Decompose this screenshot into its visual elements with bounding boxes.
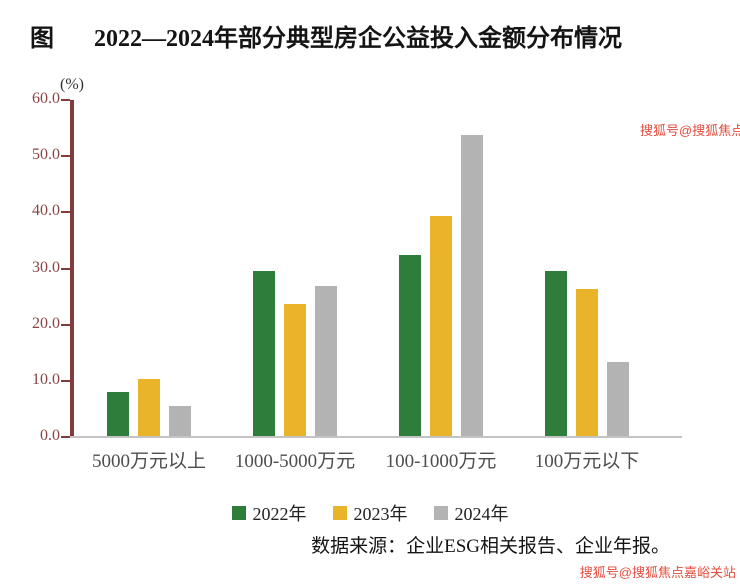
legend-label: 2022年 [252, 504, 307, 524]
chart-legend: 2022年 2023年 2024年 [0, 500, 740, 526]
x-axis-labels: 5000万元以上 1000-5000万元 100-1000万元 100万元以下 [76, 446, 660, 473]
bar-2024年 [315, 285, 337, 436]
y-axis-unit-label: (%) [60, 76, 84, 93]
bar-2023年 [284, 304, 306, 436]
bar-groups [76, 100, 660, 436]
legend-swatch-icon [231, 506, 246, 520]
bar-group [222, 100, 368, 436]
x-axis-label: 5000万元以上 [91, 451, 206, 472]
bar-group [514, 100, 660, 436]
bar-2022年 [107, 392, 129, 436]
legend-label: 2024年 [454, 504, 509, 524]
bar-group [76, 100, 222, 436]
x-axis-label: 100万元以下 [534, 451, 640, 472]
legend-item: 2022年 [231, 500, 307, 526]
x-axis-line [70, 436, 682, 438]
y-tick-mark [61, 379, 70, 382]
y-axis-line [70, 100, 74, 437]
y-tick-mark [61, 99, 70, 101]
chart-title-text: 2022—2024年部分典型房企公益投入金额分布情况 [94, 26, 622, 52]
bar-2022年 [253, 270, 275, 436]
bar-2023年 [430, 215, 452, 436]
legend-item: 2023年 [332, 500, 408, 526]
legend-swatch-icon [433, 506, 448, 520]
legend-label: 2023年 [353, 504, 408, 524]
x-axis-label: 1000-5000万元 [234, 451, 356, 472]
y-tick-label: 0.0 [40, 427, 60, 444]
bar-2022年 [399, 255, 421, 436]
y-tick-label: 10.0 [32, 370, 60, 388]
y-tick-label: 20.0 [32, 314, 60, 332]
bar-2022年 [545, 270, 567, 436]
y-tick-mark [61, 436, 70, 438]
y-tick-mark [61, 155, 70, 158]
y-tick-label: 60.0 [32, 90, 60, 107]
y-tick-label: 40.0 [32, 202, 60, 220]
data-source-note: 数据来源：企业ESG相关报告、企业年报。 [311, 536, 670, 557]
y-tick-mark [61, 323, 70, 326]
bar-2024年 [607, 361, 629, 436]
legend-swatch-icon [332, 506, 347, 520]
chart-title: 图 2022—2024年部分典型房企公益投入金额分布情况 [30, 18, 622, 53]
bar-2023年 [576, 289, 598, 436]
watermark-bottom: 搜狐号@搜狐焦点嘉峪关站 [579, 565, 736, 580]
y-tick-label: 30.0 [32, 258, 60, 276]
watermark-top: 搜狐号@搜狐焦点嘉峪关站 [640, 123, 740, 138]
chart-title-prefix: 图 [30, 26, 54, 52]
legend-item: 2024年 [433, 500, 509, 526]
y-tick-mark [61, 211, 70, 214]
bar-group [368, 100, 514, 436]
y-tick-label: 50.0 [32, 146, 60, 164]
y-tick-mark [61, 267, 70, 270]
bar-2024年 [169, 406, 191, 436]
bar-2024年 [461, 134, 483, 436]
bar-2023年 [138, 378, 160, 436]
x-axis-label: 100-1000万元 [385, 451, 497, 472]
